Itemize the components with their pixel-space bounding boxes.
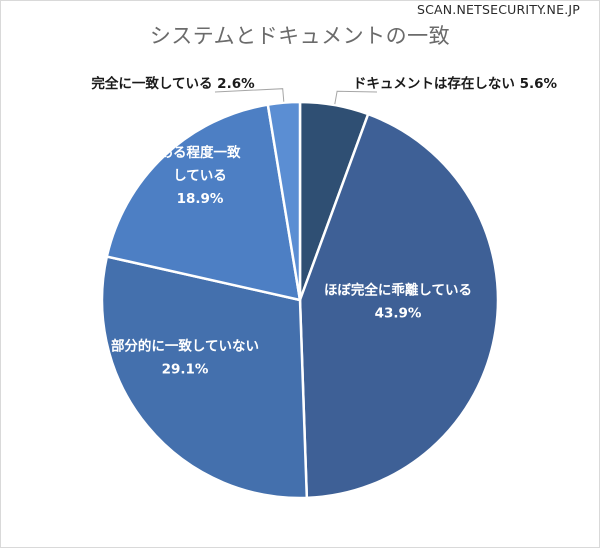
pie-slice [298,112,500,500]
slice-label: ドキュメントは存在しない 5.6% [353,75,558,92]
slice-label: 部分的に一致していない 29.1% [111,338,259,378]
slice-label: 完全に一致している 2.6% [91,75,255,92]
slice-label: ある程度一致している 18.9% [160,144,241,207]
leader-line [214,88,285,102]
leader-line [334,90,378,105]
pie-slice [105,103,302,302]
slice-label: ほぼ完全に乖離している 43.9% [324,282,472,322]
pie-slice [266,100,302,302]
chart-title: システムとドキュメントの一致 [149,24,451,48]
pie-slice [100,255,309,500]
watermark: SCAN.NETSECURITY.NE.JP [416,2,580,17]
